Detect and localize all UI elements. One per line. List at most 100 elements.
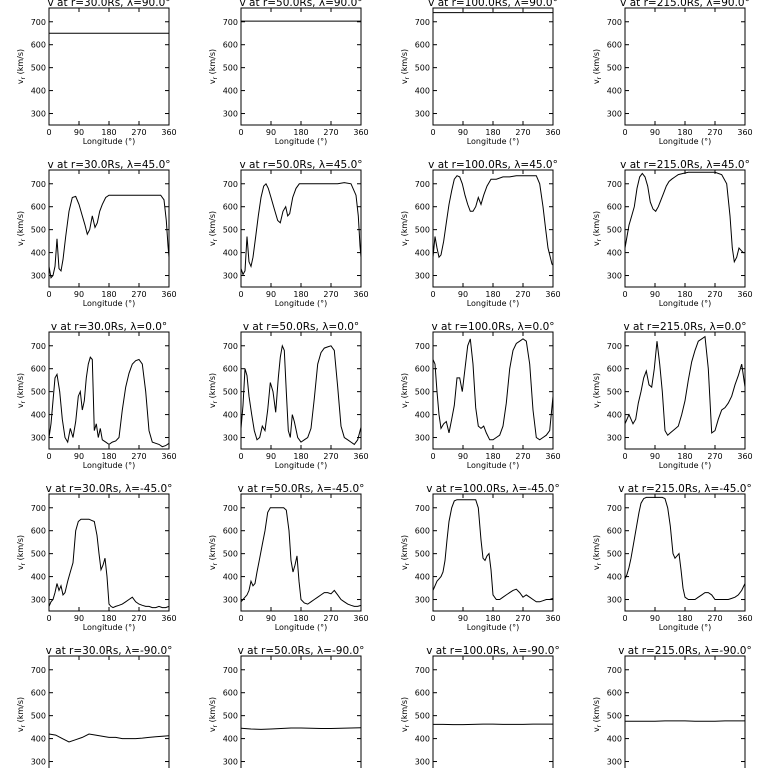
y-tick-label: 700: [31, 18, 46, 27]
x-tick-label: 270: [323, 614, 338, 623]
y-axis-label: vr (km/s): [208, 49, 219, 84]
y-tick-label: 500: [223, 550, 238, 559]
y-tick-label: 300: [607, 758, 622, 767]
x-tick-label: 0: [46, 614, 51, 623]
series-line: [49, 734, 169, 742]
series-line: [433, 339, 553, 440]
x-tick-label: 180: [677, 614, 692, 623]
y-tick-label: 600: [607, 365, 622, 374]
x-tick-label: 180: [677, 452, 692, 461]
panel-title: v at r=100.0Rs, λ=-45.0°: [426, 483, 560, 495]
x-tick-label: 180: [293, 128, 308, 137]
y-axis-label: vr (km/s): [400, 697, 411, 732]
series-line: [49, 357, 169, 447]
plot-frame: [433, 332, 553, 449]
panel-title: v at r=30.0Rs, λ=-45.0°: [46, 483, 173, 495]
y-tick-label: 400: [223, 573, 238, 582]
x-tick-label: 0: [622, 452, 627, 461]
x-tick-label: 90: [266, 452, 276, 461]
y-tick-label: 300: [607, 596, 622, 605]
y-tick-label: 500: [607, 388, 622, 397]
x-tick-label: 90: [74, 452, 84, 461]
x-tick-label: 90: [650, 614, 660, 623]
x-axis-label: Longitude (°): [275, 461, 328, 470]
panel-title: v at r=100.0Rs, λ=-90.0°: [426, 645, 560, 657]
y-tick-label: 300: [415, 110, 430, 119]
x-tick-label: 180: [677, 290, 692, 299]
series-line: [241, 346, 361, 445]
y-tick-label: 700: [607, 180, 622, 189]
x-tick-label: 360: [737, 614, 752, 623]
y-tick-label: 700: [223, 666, 238, 675]
y-tick-label: 600: [607, 689, 622, 698]
series-line: [433, 724, 553, 725]
x-tick-label: 360: [737, 290, 752, 299]
series-line: [49, 195, 169, 278]
x-tick-label: 0: [46, 128, 51, 137]
panel-17: v at r=30.0Rs, λ=-90.0°09018027036030040…: [16, 645, 177, 768]
panel-title: v at r=215.0Rs, λ=0.0°: [623, 321, 746, 333]
y-tick-label: 300: [415, 272, 430, 281]
plot-frame: [49, 332, 169, 449]
y-tick-label: 500: [31, 226, 46, 235]
y-tick-label: 400: [607, 573, 622, 582]
x-tick-label: 270: [515, 614, 530, 623]
y-tick-label: 500: [31, 550, 46, 559]
y-axis-label: vr (km/s): [16, 697, 27, 732]
y-axis-label: vr (km/s): [208, 697, 219, 732]
y-tick-label: 700: [223, 18, 238, 27]
x-tick-label: 0: [622, 290, 627, 299]
y-tick-label: 500: [415, 550, 430, 559]
y-tick-label: 400: [31, 735, 46, 744]
panel-title: v at r=30.0Rs, λ=-90.0°: [46, 645, 173, 657]
panel-title: v at r=100.0Rs, λ=45.0°: [428, 159, 558, 171]
x-axis-label: Longitude (°): [83, 623, 136, 632]
y-tick-label: 700: [31, 180, 46, 189]
y-tick-label: 300: [607, 434, 622, 443]
x-tick-label: 360: [161, 128, 176, 137]
y-tick-label: 400: [607, 249, 622, 258]
y-tick-label: 300: [607, 272, 622, 281]
y-tick-label: 300: [223, 272, 238, 281]
x-tick-label: 360: [737, 452, 752, 461]
panel-title: v at r=30.0Rs, λ=45.0°: [47, 159, 170, 171]
y-tick-label: 600: [607, 203, 622, 212]
x-tick-label: 270: [515, 290, 530, 299]
y-tick-label: 500: [607, 64, 622, 73]
y-tick-label: 300: [31, 434, 46, 443]
x-axis-label: Longitude (°): [275, 299, 328, 308]
y-tick-label: 700: [415, 180, 430, 189]
y-tick-label: 300: [415, 596, 430, 605]
x-tick-label: 90: [458, 128, 468, 137]
panel-18: v at r=50.0Rs, λ=-90.0°09018027036030040…: [208, 645, 369, 768]
x-tick-label: 360: [545, 128, 560, 137]
series-line: [241, 183, 361, 275]
plot-frame: [625, 656, 745, 768]
x-tick-label: 270: [515, 128, 530, 137]
x-tick-label: 270: [131, 290, 146, 299]
x-tick-label: 180: [485, 128, 500, 137]
x-tick-label: 90: [458, 452, 468, 461]
panel-title: v at r=215.0Rs, λ=-90.0°: [618, 645, 752, 657]
y-tick-label: 700: [223, 504, 238, 513]
x-tick-label: 90: [650, 128, 660, 137]
y-tick-label: 400: [415, 573, 430, 582]
y-tick-label: 700: [607, 666, 622, 675]
plot-frame: [241, 170, 361, 287]
y-tick-label: 700: [607, 342, 622, 351]
y-tick-label: 700: [607, 18, 622, 27]
panel-19: v at r=100.0Rs, λ=-90.0°0901802703603004…: [400, 645, 561, 768]
x-tick-label: 270: [323, 452, 338, 461]
y-axis-label: vr (km/s): [16, 373, 27, 408]
y-tick-label: 400: [31, 573, 46, 582]
y-tick-label: 300: [415, 434, 430, 443]
plot-frame: [241, 494, 361, 611]
y-tick-label: 700: [31, 504, 46, 513]
x-axis-label: Longitude (°): [659, 461, 712, 470]
